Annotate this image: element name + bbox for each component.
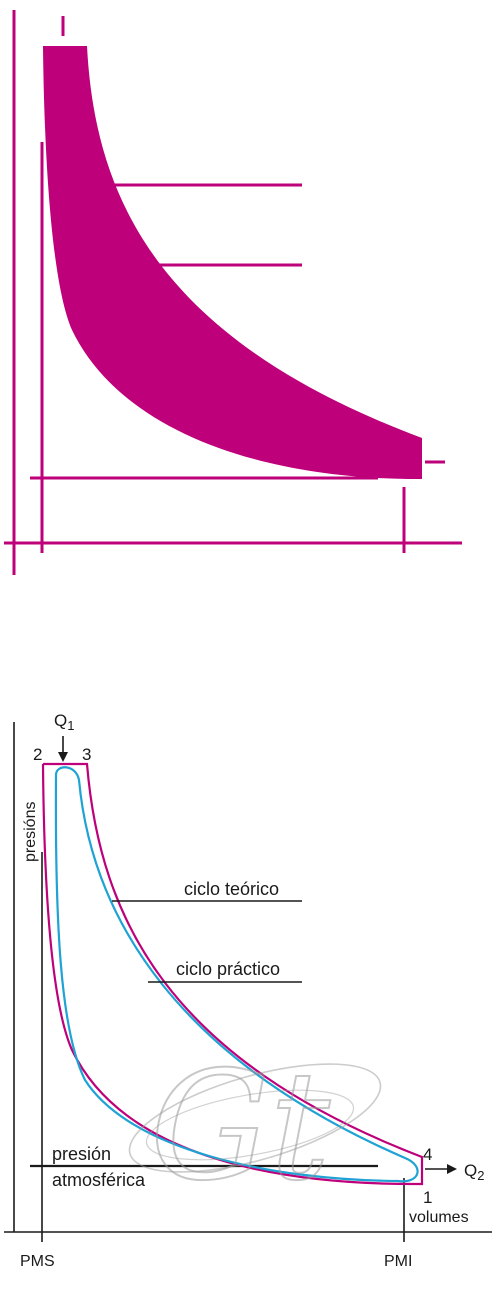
- x-axis-label: volumes: [409, 1209, 469, 1226]
- atmospheric-label-line1: presión: [52, 1144, 111, 1164]
- point-3-label: 3: [82, 745, 91, 764]
- heat-out-arrow: [425, 1164, 457, 1174]
- point-1-label: 1: [423, 1188, 432, 1207]
- heat-in-arrow: [58, 736, 68, 762]
- pms-label: PMS: [20, 1253, 55, 1270]
- top-diagram: [4, 10, 462, 575]
- y-axis-label: presións: [22, 802, 39, 862]
- watermark-swirl-1: [128, 1063, 382, 1173]
- pmi-label: PMI: [384, 1253, 412, 1270]
- heat-in-label: Q1: [54, 711, 74, 733]
- point-2-label: 2: [33, 745, 42, 764]
- point-4-label: 4: [423, 1145, 432, 1164]
- practical-cycle-curve: [54, 766, 419, 1183]
- bottom-diagram: Q1 Q2 2 3 4 1 presións volumes PMS PMI c…: [4, 711, 492, 1270]
- theoretical-cycle-curve: [41, 762, 424, 1186]
- atmospheric-label-line2: atmosférica: [52, 1170, 146, 1190]
- top-cycle-band: [43, 46, 422, 480]
- heat-out-label: Q2: [464, 1161, 484, 1183]
- practical-cycle-label: ciclo práctico: [176, 959, 280, 979]
- watermark-text: Gt: [150, 1040, 331, 1214]
- theoretical-cycle-label: ciclo teórico: [184, 879, 279, 899]
- watermark: Gt: [128, 1039, 382, 1215]
- watermark-swirl-2: [145, 1089, 355, 1161]
